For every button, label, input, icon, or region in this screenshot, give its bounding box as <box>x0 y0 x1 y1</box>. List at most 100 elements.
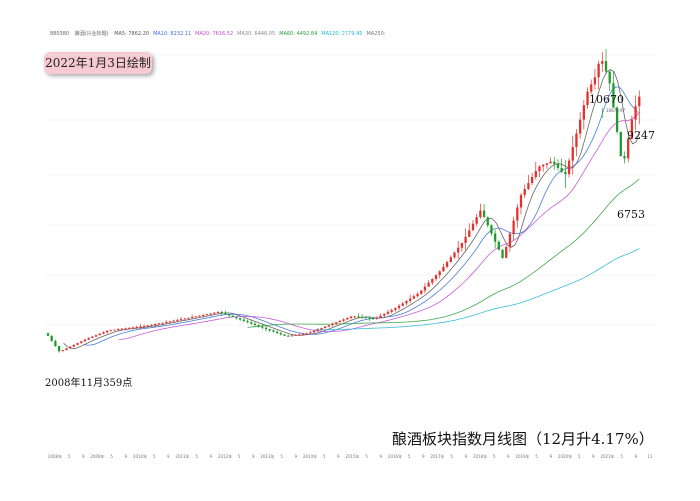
candle-body <box>597 63 600 78</box>
candle-body <box>187 317 190 319</box>
x-tick-label: 9 <box>507 454 510 459</box>
x-tick-label: 2014年 <box>303 453 317 459</box>
x-tick-label: 2013年 <box>260 453 274 459</box>
candle-body <box>72 344 76 347</box>
x-tick-label: 2011年 <box>175 453 189 459</box>
candle-body <box>338 320 342 323</box>
candle-body <box>501 249 504 258</box>
candle-body <box>146 325 149 327</box>
candle-body <box>279 333 282 335</box>
candle-body <box>608 71 611 84</box>
candle-body <box>117 329 120 331</box>
candle-body <box>224 312 227 315</box>
candle-body <box>239 318 242 320</box>
candle-body <box>194 316 197 318</box>
x-tick-label: 5 <box>323 454 326 459</box>
ma-line-ma10 <box>83 86 639 346</box>
candle-body <box>168 321 172 323</box>
candle-body <box>231 315 234 317</box>
high-small-label: 10670.97 <box>606 108 626 113</box>
x-tick-label: 5 <box>365 454 368 459</box>
candle-body <box>383 313 386 316</box>
candle-body <box>261 326 264 328</box>
candle-body <box>98 333 101 336</box>
candle-body <box>578 119 582 134</box>
candle-body <box>69 346 72 349</box>
candle-body <box>360 316 364 318</box>
candle-body <box>438 271 441 276</box>
candle-body <box>427 282 430 287</box>
candle-body <box>505 246 508 258</box>
candle-body <box>516 207 519 221</box>
candle-body <box>213 312 216 314</box>
candle-body <box>154 324 157 326</box>
candle-body <box>619 131 622 157</box>
candle-body <box>105 330 109 333</box>
ma-legend-item: MA5: 7862.20 <box>114 31 150 37</box>
historic-low-label: 2008年11月359点 <box>45 378 133 389</box>
x-tick-label: 2018年 <box>473 453 487 459</box>
x-tick-label: 5 <box>110 454 113 459</box>
ma-legend-item: MA20: 7616.52 <box>195 31 234 37</box>
candle-body <box>593 77 597 85</box>
candle-body <box>457 247 460 253</box>
candle-body <box>316 329 319 331</box>
x-tick-label: 9 <box>337 454 340 459</box>
candle-body <box>305 333 308 335</box>
candle-body <box>298 334 301 336</box>
candle-body <box>235 316 238 319</box>
candle-body <box>571 147 574 161</box>
candle-body <box>490 225 493 234</box>
ma-legend-item: MA60: 4492.84 <box>279 31 318 37</box>
x-tick-label: 9 <box>592 454 595 459</box>
candle-body <box>294 334 297 336</box>
candle-body <box>493 233 497 242</box>
candle-body <box>257 325 260 327</box>
candle-body <box>553 161 556 164</box>
candle-body <box>442 266 445 272</box>
index-name: 酿酒(兴业标题) <box>74 31 109 37</box>
candle-body <box>397 305 401 309</box>
candle-body <box>83 339 87 342</box>
candle-body <box>479 210 482 218</box>
candle-body <box>453 252 456 258</box>
candle-body <box>512 220 515 234</box>
candle-body <box>91 336 94 339</box>
x-tick-label: 9 <box>422 454 425 459</box>
candle-body <box>542 164 545 167</box>
x-tick-label: 11 <box>647 454 653 459</box>
ma-line-ma5 <box>63 69 641 350</box>
candle-body <box>423 286 427 291</box>
candle-body <box>464 236 467 243</box>
x-tick-label: 9 <box>125 454 128 459</box>
x-tick-label: 2017年 <box>430 453 444 459</box>
x-tick-label: 5 <box>408 454 411 459</box>
candle-body <box>638 96 641 107</box>
x-tick-label: 5 <box>535 454 538 459</box>
candle-body <box>65 348 68 351</box>
candle-body <box>431 278 434 283</box>
x-tick-label: 2015年 <box>345 453 359 459</box>
candle-body <box>630 119 634 139</box>
candle-body <box>102 332 105 334</box>
candle-body <box>549 161 552 164</box>
candle-body <box>416 293 419 297</box>
candle-body <box>612 83 615 108</box>
candle-body <box>368 317 371 319</box>
candle-body <box>183 318 186 320</box>
x-tick-label: 2008年 <box>48 453 62 459</box>
ma-legend-item: MA30: 6446.05 <box>237 31 276 37</box>
x-tick-label: 5 <box>280 454 283 459</box>
candle-body <box>290 335 294 337</box>
candle-body <box>545 163 549 165</box>
candle-body <box>209 313 212 315</box>
index-code: 880380 <box>50 31 70 37</box>
x-tick-label: 9 <box>465 454 468 459</box>
candle-body <box>161 322 164 324</box>
candle-body <box>409 298 412 302</box>
candle-body <box>604 61 608 72</box>
candle-body <box>150 324 153 326</box>
x-tick-label: 9 <box>210 454 213 459</box>
x-tick-label: 9 <box>550 454 553 459</box>
